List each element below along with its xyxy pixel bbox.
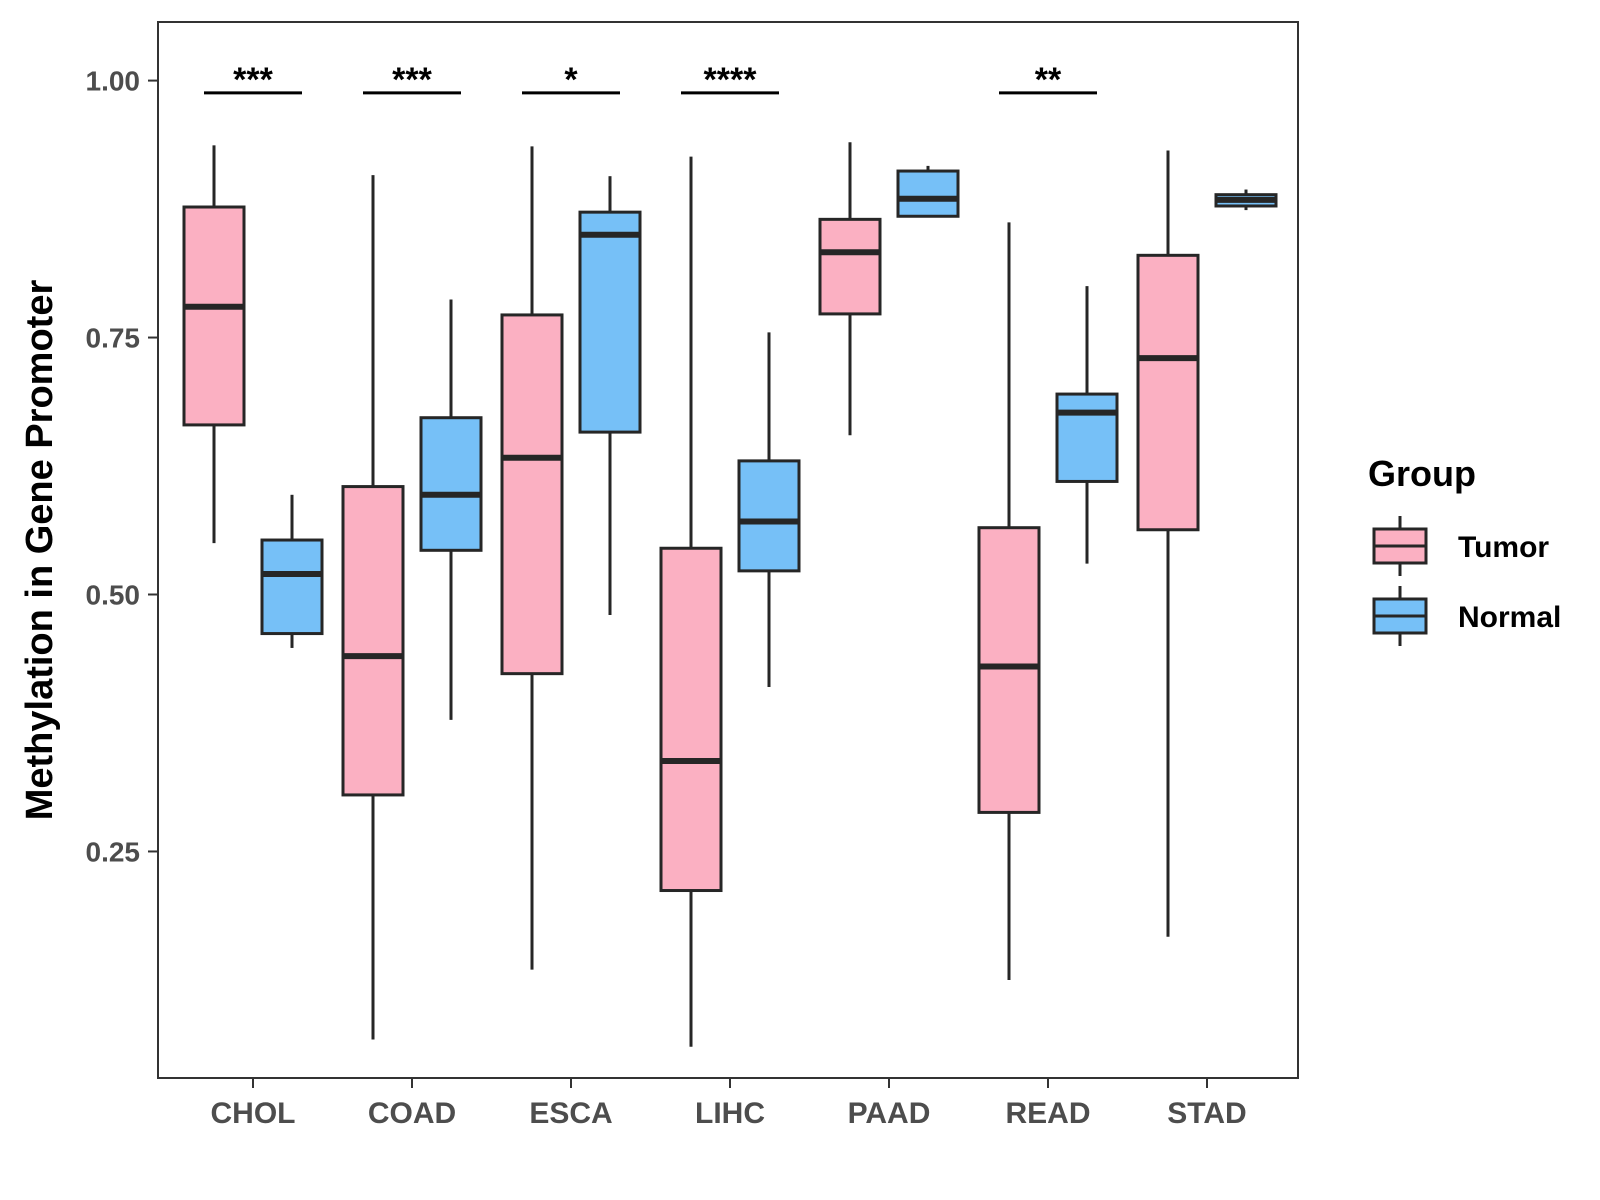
iqr-box bbox=[182, 205, 246, 427]
box-normal-esca bbox=[578, 176, 642, 616]
iqr-box bbox=[1055, 392, 1119, 483]
box-tumor-esca bbox=[500, 146, 564, 970]
x-tick-label: STAD bbox=[1167, 1097, 1246, 1130]
iqr-box bbox=[896, 169, 960, 218]
significance-read: ** bbox=[999, 61, 1097, 99]
legend: Group Tumor Normal bbox=[1368, 453, 1561, 646]
legend-label: Tumor bbox=[1458, 531, 1549, 564]
boxes-layer bbox=[182, 142, 1278, 1047]
significance-stars: ** bbox=[1035, 61, 1062, 99]
box-normal-coad bbox=[419, 299, 483, 720]
significance-coad: *** bbox=[363, 61, 461, 99]
significance-stars: *** bbox=[392, 61, 432, 99]
iqr-box bbox=[818, 217, 882, 316]
significance-stars: * bbox=[564, 61, 578, 99]
box-tumor-paad bbox=[818, 142, 882, 436]
iqr-box bbox=[977, 526, 1041, 814]
x-tick-label: COAD bbox=[368, 1097, 456, 1130]
box-tumor-stad bbox=[1136, 150, 1200, 937]
y-tick-label: 0.25 bbox=[86, 836, 141, 867]
significance-stars: **** bbox=[704, 61, 758, 99]
axes-layer: 0.25 0.50 0.75 1.00 CHOL COAD ESCA LIHC PAAD READ… bbox=[86, 66, 1247, 1130]
x-tick-label: LIHC bbox=[695, 1097, 765, 1130]
y-tick-label: 0.75 bbox=[86, 323, 141, 354]
iqr-box bbox=[500, 313, 564, 676]
legend-title: Group bbox=[1368, 453, 1476, 494]
y-tick-label: 1.00 bbox=[86, 66, 141, 97]
box-tumor-read bbox=[977, 222, 1041, 980]
x-tick-label: PAAD bbox=[848, 1097, 931, 1130]
y-tick-label: 0.50 bbox=[86, 580, 141, 611]
legend-entry-normal: Normal bbox=[1372, 586, 1561, 646]
box-normal-lihc bbox=[737, 332, 801, 688]
iqr-box bbox=[260, 538, 324, 636]
iqr-box bbox=[659, 546, 723, 893]
significance-layer: *** *** * **** ** bbox=[204, 61, 1097, 99]
plot-panel bbox=[157, 21, 1299, 1079]
box-normal-paad bbox=[896, 165, 960, 218]
box-normal-read bbox=[1055, 286, 1119, 564]
legend-entry-tumor: Tumor bbox=[1372, 516, 1549, 576]
box-tumor-coad bbox=[341, 175, 405, 1040]
box-normal-chol bbox=[260, 494, 324, 648]
iqr-box bbox=[1136, 253, 1200, 532]
significance-stars: *** bbox=[233, 61, 273, 99]
iqr-box bbox=[419, 416, 483, 552]
y-axis-title: Methylation in Gene Promoter bbox=[19, 280, 61, 821]
iqr-box bbox=[737, 459, 801, 573]
box-tumor-lihc bbox=[659, 156, 723, 1047]
iqr-box bbox=[341, 485, 405, 797]
x-tick-label: READ bbox=[1005, 1097, 1090, 1130]
legend-label: Normal bbox=[1458, 601, 1561, 634]
significance-esca: * bbox=[522, 61, 620, 99]
significance-lihc: **** bbox=[681, 61, 779, 99]
significance-chol: *** bbox=[204, 61, 302, 99]
box-tumor-chol bbox=[182, 145, 246, 544]
x-tick-label: CHOL bbox=[211, 1097, 296, 1130]
box-normal-stad bbox=[1214, 189, 1278, 211]
x-tick-label: ESCA bbox=[529, 1097, 612, 1130]
iqr-box bbox=[578, 210, 642, 434]
